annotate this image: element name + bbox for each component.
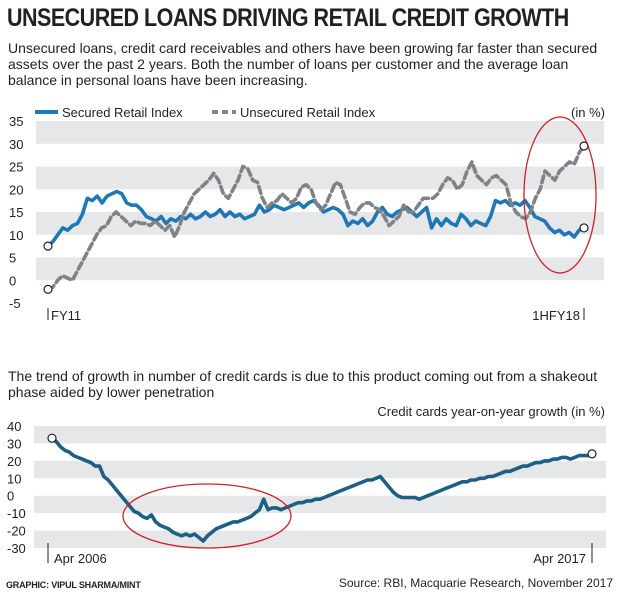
y-tick-label: 5 (9, 251, 16, 266)
y-tick-label: -5 (9, 296, 21, 311)
x-start-label: FY11 (51, 308, 81, 323)
highlight-ellipse (523, 116, 597, 274)
secured-retail-line-start-marker (43, 241, 53, 251)
y-tick-label: 25 (9, 160, 23, 175)
graphic-credit: GRAPHIC: VIPUL SHARMA/MINT (6, 580, 141, 590)
x-end-label: 1HFY18 (532, 308, 580, 323)
credit-card-growth-line-end-marker (587, 449, 597, 459)
source-note: Source: RBI, Macquarie Research, Novembe… (338, 576, 613, 590)
y-tick-label: 20 (7, 454, 21, 469)
grid-band (36, 121, 604, 144)
unit-label: (in %) (571, 105, 605, 120)
y-tick-label: -30 (7, 541, 26, 556)
legend-label-unsecured: Unsecured Retail Index (240, 105, 376, 120)
y-tick-label: 40 (7, 419, 21, 434)
y-tick-label: 10 (7, 471, 21, 486)
page-subtitle: Unsecured loans, credit card receivables… (8, 40, 598, 88)
y-tick-label: 0 (7, 489, 14, 504)
secured-retail-line-end-marker (579, 223, 589, 233)
chart2-intro: The trend of growth in number of credit … (8, 368, 598, 400)
highlight-ellipse (122, 483, 292, 549)
retail-index-chart: 35 30 25 20 15 10 5 0 -5 Secured Retail Index Un… (9, 105, 605, 323)
x-start-label: Apr 2006 (54, 551, 107, 566)
y-tick-label: -20 (7, 524, 26, 539)
page-title: UNSECURED LOANS DRIVING RETAIL CREDIT GR… (7, 4, 569, 32)
grid-band (36, 257, 604, 281)
y-tick-label: 30 (7, 436, 21, 451)
y-tick-label: 35 (9, 114, 23, 129)
y-tick-label: 30 (9, 137, 23, 152)
grid-band (36, 166, 604, 190)
y-tick-label: 0 (9, 273, 16, 288)
grid-band (34, 495, 606, 514)
y-tick-label: -10 (7, 506, 26, 521)
unsecured-retail-line-end-marker (579, 141, 589, 151)
x-end-label: Apr 2017 (533, 551, 586, 566)
y-tick-label: 10 (9, 228, 23, 243)
credit-card-growth-line-start-marker (47, 433, 57, 443)
unsecured-retail-line (46, 144, 586, 292)
legend-label-secured: Secured Retail Index (62, 105, 183, 120)
unsecured-retail-line-start-marker (43, 284, 53, 294)
grid-band (34, 530, 606, 548)
chart2-title: Credit cards year-on-year growth (in %) (377, 404, 605, 419)
grid-band (34, 426, 606, 444)
grid-band (34, 460, 606, 479)
credit-card-growth-chart: Credit cards year-on-year growth (in %) … (7, 404, 606, 566)
credit-card-growth-line (50, 436, 594, 543)
y-tick-label: 15 (9, 205, 23, 220)
y-tick-label: 20 (9, 182, 23, 197)
